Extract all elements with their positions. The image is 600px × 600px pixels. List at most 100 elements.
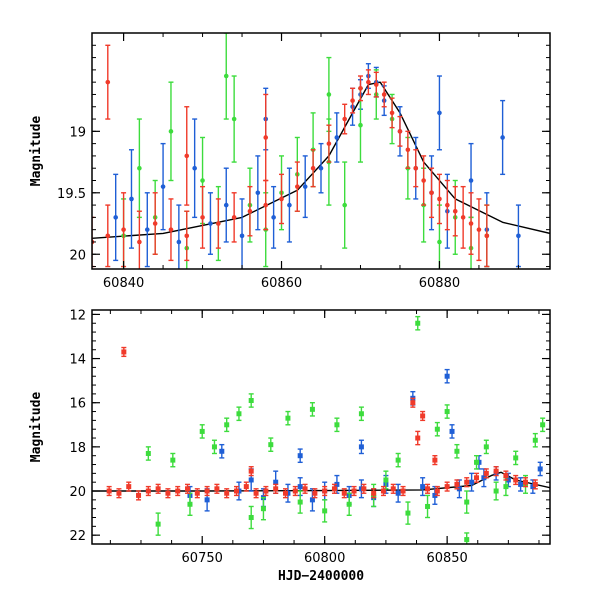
top-red-point-17 — [350, 98, 355, 103]
bottom-green-point-25 — [444, 409, 450, 415]
bottom-red-point-34 — [420, 413, 426, 419]
bottom-blue-point-6 — [273, 479, 279, 485]
bottom-red-point-30 — [390, 486, 396, 492]
top-green-point-14 — [342, 202, 347, 208]
bottom-red-point-28 — [371, 490, 377, 496]
bottom-y-tick-label-5: 22 — [69, 529, 86, 544]
bottom-green-point-3 — [187, 501, 193, 507]
top-red-point-21 — [381, 92, 387, 97]
top-blue-point-29 — [437, 110, 442, 116]
bottom-green-point-28 — [474, 459, 480, 465]
bottom-blue-point-1 — [204, 497, 210, 503]
top-red-point-16 — [342, 116, 347, 122]
top-red-point-20 — [373, 82, 379, 87]
bottom-red-point-20 — [292, 488, 298, 494]
bottom-blue-point-8 — [297, 484, 303, 490]
bottom-y-tick-label-3: 18 — [69, 441, 86, 456]
bottom-red-point-5 — [145, 488, 151, 494]
bottom-red-point-10 — [194, 490, 200, 496]
bottom-green-point-19 — [383, 477, 389, 483]
bottom-blue-point-23 — [469, 479, 475, 485]
bottom-green-point-17 — [358, 411, 364, 417]
bottom-green-point-7 — [236, 411, 242, 417]
bottom-red-point-8 — [175, 488, 181, 494]
bottom-red-point-7 — [165, 490, 171, 496]
top-red-point-7 — [200, 215, 205, 220]
top-green-point-5 — [200, 178, 205, 183]
top-blue-point-27 — [516, 233, 521, 239]
top-red-point-31 — [460, 215, 466, 220]
bottom-green-point-21 — [405, 510, 411, 516]
top-blue-point-3 — [160, 184, 166, 189]
bottom-blue-point-27 — [518, 481, 524, 487]
top-blue-point-12 — [302, 184, 308, 189]
bottom-red-point-15 — [243, 484, 249, 490]
bottom-red-point-21 — [302, 486, 308, 492]
bottom-green-point-35 — [540, 422, 546, 428]
bottom-red-point-42 — [493, 468, 499, 474]
top-green-point-1 — [137, 165, 142, 171]
top-x-tick-label-0: 60840 — [103, 276, 144, 291]
bottom-red-point-17 — [263, 488, 269, 494]
top-red-point-27 — [429, 190, 434, 196]
bottom-blue-point-16 — [395, 490, 401, 496]
top-panel: 60840 60860 60880 19 19.5 20 Magnitude — [29, 32, 551, 291]
bottom-red-point-3 — [126, 484, 132, 490]
top-red-point-15 — [326, 141, 332, 146]
top-blue-point-11 — [287, 202, 292, 208]
bottom-blue-point-31 — [358, 444, 364, 450]
top-green-point-24 — [223, 73, 229, 79]
top-blue-point-8 — [239, 233, 245, 239]
top-red-point-29 — [445, 202, 450, 208]
bottom-green-point-20 — [395, 457, 401, 463]
top-red-point-14 — [310, 165, 316, 171]
bottom-red-point-36 — [434, 488, 440, 494]
top-series-blue — [113, 63, 521, 269]
bottom-red-point-38 — [454, 481, 460, 487]
bottom-y-axis-title: Magnitude — [29, 392, 44, 463]
top-red-point-33 — [476, 227, 482, 232]
top-blue-point-26 — [500, 135, 505, 140]
bottom-red-point-6 — [155, 486, 161, 492]
bottom-red-point-2 — [121, 349, 127, 355]
bottom-red-point-29 — [380, 488, 386, 494]
top-blue-point-2 — [144, 227, 150, 232]
bottom-red-point-39 — [464, 479, 470, 485]
bottom-red-point-48 — [432, 457, 438, 463]
top-red-point-3 — [137, 239, 142, 245]
bottom-green-point-36 — [248, 398, 254, 404]
bottom-green-point-34 — [532, 437, 538, 443]
bottom-green-point-30 — [493, 488, 499, 494]
top-red-point-4 — [152, 221, 158, 226]
bottom-red-point-43 — [503, 473, 509, 479]
bottom-red-point-33 — [415, 435, 421, 441]
top-y-tick-label-1: 19.5 — [57, 187, 86, 202]
bottom-green-point-10 — [268, 442, 274, 448]
bottom-red-point-1 — [116, 490, 122, 496]
bottom-green-point-22 — [415, 320, 421, 326]
top-red-point-35 — [184, 153, 190, 159]
bottom-green-point-4 — [199, 428, 205, 434]
top-blue-point-4 — [176, 239, 182, 245]
top-blue-point-14 — [334, 135, 340, 140]
top-x-tick-label-1: 60860 — [261, 276, 302, 291]
top-blue-point-24 — [468, 178, 474, 183]
top-red-point-6 — [184, 233, 190, 239]
bottom-red-point-0 — [106, 488, 112, 494]
top-red-point-36 — [263, 135, 269, 140]
top-green-point-7 — [231, 116, 237, 122]
top-red-point-23 — [397, 129, 403, 134]
top-plot-area — [92, 33, 550, 269]
top-blue-point-5 — [192, 165, 197, 171]
bottom-blue-point-30 — [297, 453, 303, 459]
bottom-red-point-32 — [410, 400, 416, 406]
top-red-point-10 — [247, 208, 253, 214]
bottom-x-tick-label-0: 60750 — [182, 551, 223, 566]
bottom-green-point-0 — [145, 450, 151, 456]
top-red-point-34 — [484, 233, 490, 239]
bottom-red-point-22 — [312, 490, 318, 496]
bottom-green-point-32 — [513, 455, 519, 461]
bottom-red-point-24 — [331, 486, 337, 492]
bottom-axes: 60750 60800 60850 12 14 16 18 20 22 — [69, 308, 550, 566]
